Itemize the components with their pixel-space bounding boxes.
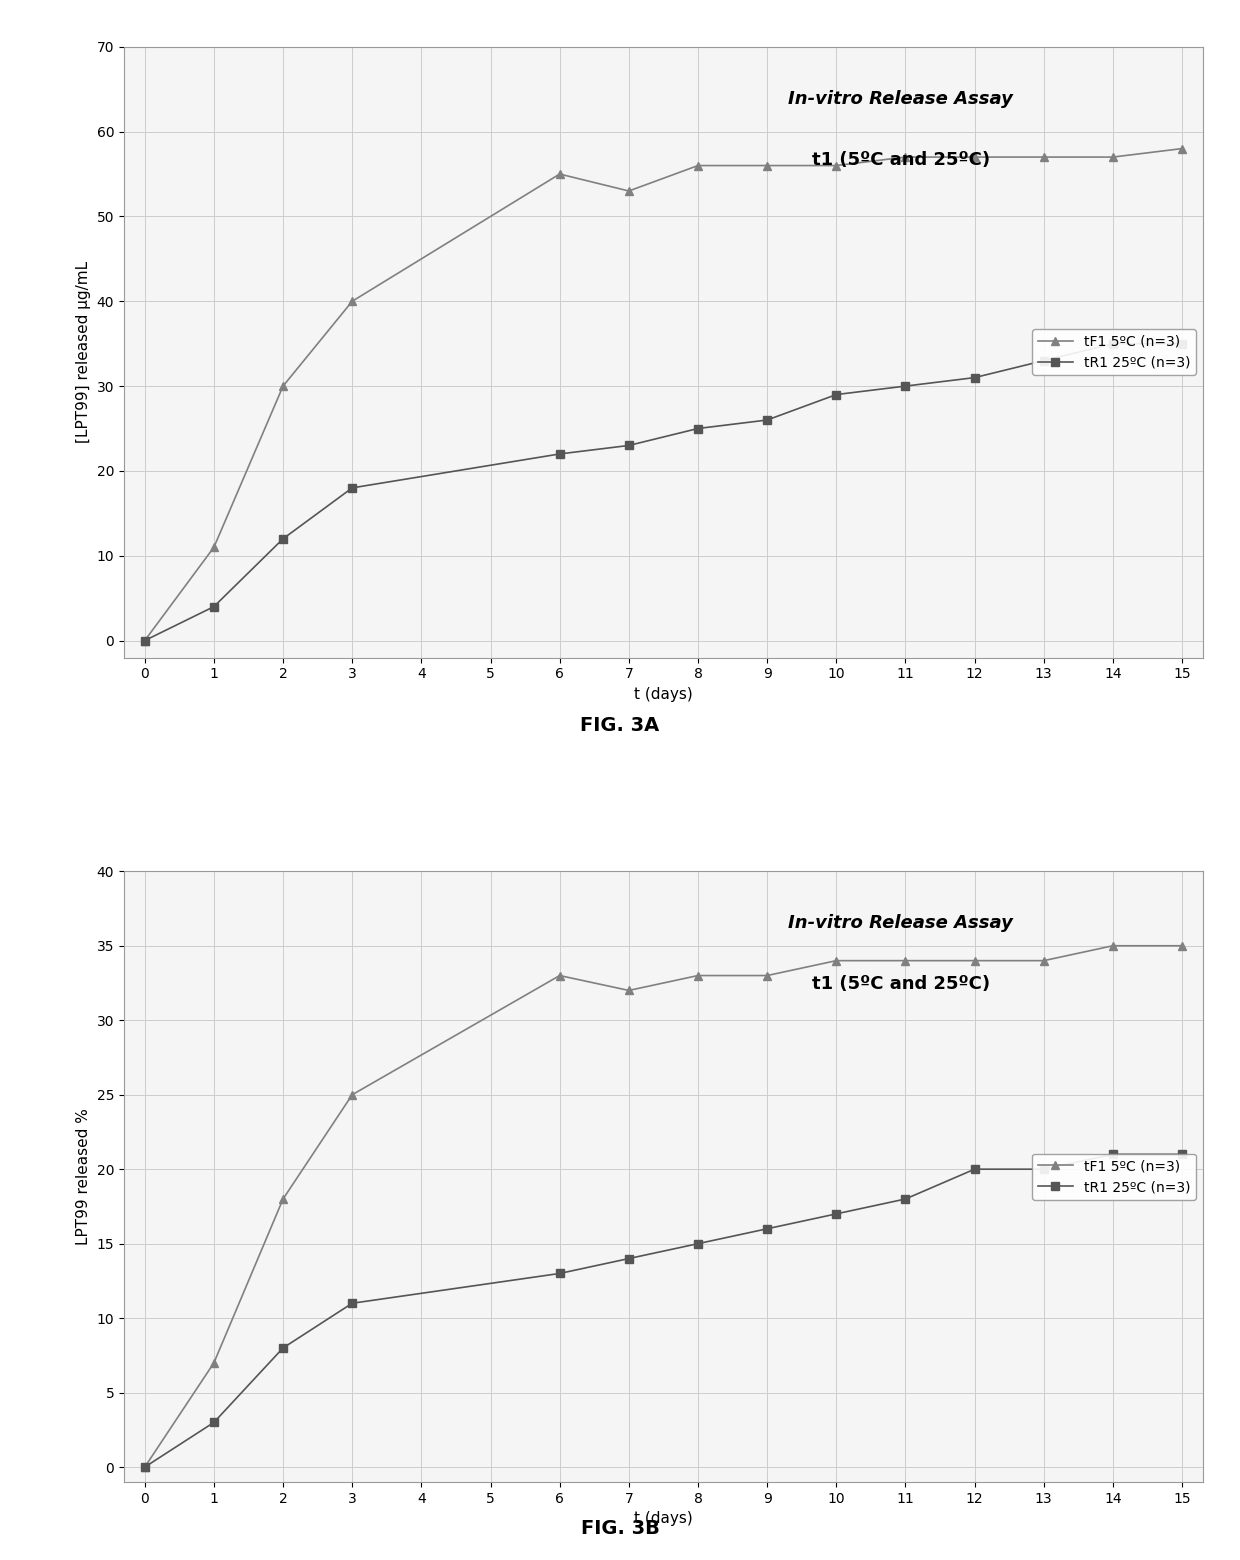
tF1 5ºC (n=3) xyxy=(1174,936,1189,955)
tF1 5ºC (n=3) xyxy=(691,156,706,175)
tR1 25ºC (n=3) xyxy=(1037,351,1052,370)
Text: t1 (5ºC and 25ºC): t1 (5ºC and 25ºC) xyxy=(812,975,990,994)
Text: t1 (5ºC and 25ºC): t1 (5ºC and 25ºC) xyxy=(812,151,990,168)
tR1 25ºC (n=3) xyxy=(345,479,360,498)
Text: In-vitro Release Assay: In-vitro Release Assay xyxy=(789,89,1013,108)
tF1 5ºC (n=3) xyxy=(760,966,775,984)
tF1 5ºC (n=3) xyxy=(345,292,360,310)
tR1 25ºC (n=3) xyxy=(760,1220,775,1239)
tF1 5ºC (n=3) xyxy=(275,1190,290,1209)
tF1 5ºC (n=3) xyxy=(1174,139,1189,158)
tR1 25ºC (n=3) xyxy=(552,1264,567,1282)
X-axis label: t (days): t (days) xyxy=(634,686,693,702)
tF1 5ºC (n=3) xyxy=(898,148,913,167)
tF1 5ºC (n=3) xyxy=(1105,148,1120,167)
tF1 5ºC (n=3) xyxy=(552,966,567,984)
Text: In-vitro Release Assay: In-vitro Release Assay xyxy=(789,914,1013,931)
tF1 5ºC (n=3) xyxy=(275,376,290,395)
tF1 5ºC (n=3) xyxy=(691,966,706,984)
tR1 25ºC (n=3) xyxy=(760,410,775,429)
tF1 5ºC (n=3) xyxy=(760,156,775,175)
tR1 25ºC (n=3) xyxy=(1037,1159,1052,1178)
tF1 5ºC (n=3) xyxy=(828,952,843,970)
Y-axis label: LPT99 released %: LPT99 released % xyxy=(76,1108,91,1245)
tR1 25ºC (n=3) xyxy=(828,1204,843,1223)
tF1 5ºC (n=3) xyxy=(898,952,913,970)
tF1 5ºC (n=3) xyxy=(1037,148,1052,167)
Legend: tF1 5ºC (n=3), tR1 25ºC (n=3): tF1 5ºC (n=3), tR1 25ºC (n=3) xyxy=(1033,329,1195,376)
X-axis label: t (days): t (days) xyxy=(634,1512,693,1526)
tR1 25ºC (n=3) xyxy=(275,529,290,548)
tR1 25ºC (n=3) xyxy=(621,437,636,456)
Legend: tF1 5ºC (n=3), tR1 25ºC (n=3): tF1 5ºC (n=3), tR1 25ºC (n=3) xyxy=(1033,1153,1195,1200)
tF1 5ºC (n=3) xyxy=(1105,936,1120,955)
tR1 25ºC (n=3) xyxy=(345,1293,360,1312)
Text: FIG. 3B: FIG. 3B xyxy=(580,1519,660,1538)
Text: FIG. 3A: FIG. 3A xyxy=(580,716,660,735)
Line: tR1 25ºC (n=3): tR1 25ºC (n=3) xyxy=(140,340,1187,644)
tR1 25ºC (n=3) xyxy=(1174,1145,1189,1164)
tR1 25ºC (n=3) xyxy=(828,385,843,404)
tF1 5ºC (n=3) xyxy=(552,165,567,184)
tR1 25ºC (n=3) xyxy=(898,376,913,395)
tR1 25ºC (n=3) xyxy=(275,1338,290,1357)
tF1 5ºC (n=3) xyxy=(206,538,221,557)
tR1 25ºC (n=3) xyxy=(1174,334,1189,353)
Line: tR1 25ºC (n=3): tR1 25ºC (n=3) xyxy=(140,1150,1187,1471)
tF1 5ºC (n=3) xyxy=(138,632,153,651)
tR1 25ºC (n=3) xyxy=(206,1413,221,1432)
tF1 5ºC (n=3) xyxy=(621,981,636,1000)
tF1 5ºC (n=3) xyxy=(828,156,843,175)
tR1 25ºC (n=3) xyxy=(1105,334,1120,353)
tF1 5ºC (n=3) xyxy=(206,1354,221,1373)
tF1 5ºC (n=3) xyxy=(967,952,982,970)
tR1 25ºC (n=3) xyxy=(138,1457,153,1476)
tF1 5ºC (n=3) xyxy=(345,1086,360,1104)
tR1 25ºC (n=3) xyxy=(898,1190,913,1209)
Line: tF1 5ºC (n=3): tF1 5ºC (n=3) xyxy=(140,145,1187,644)
tR1 25ºC (n=3) xyxy=(691,420,706,438)
tR1 25ºC (n=3) xyxy=(552,445,567,463)
tR1 25ºC (n=3) xyxy=(1105,1145,1120,1164)
tF1 5ºC (n=3) xyxy=(138,1457,153,1476)
tR1 25ºC (n=3) xyxy=(138,632,153,651)
tF1 5ºC (n=3) xyxy=(621,181,636,200)
tR1 25ºC (n=3) xyxy=(691,1234,706,1253)
tF1 5ºC (n=3) xyxy=(967,148,982,167)
Y-axis label: [LPT99] released µg/mL: [LPT99] released µg/mL xyxy=(76,261,91,443)
tR1 25ºC (n=3) xyxy=(621,1250,636,1268)
tR1 25ºC (n=3) xyxy=(967,1159,982,1178)
tR1 25ºC (n=3) xyxy=(967,368,982,387)
tR1 25ºC (n=3) xyxy=(206,597,221,616)
tF1 5ºC (n=3) xyxy=(1037,952,1052,970)
Line: tF1 5ºC (n=3): tF1 5ºC (n=3) xyxy=(140,942,1187,1471)
